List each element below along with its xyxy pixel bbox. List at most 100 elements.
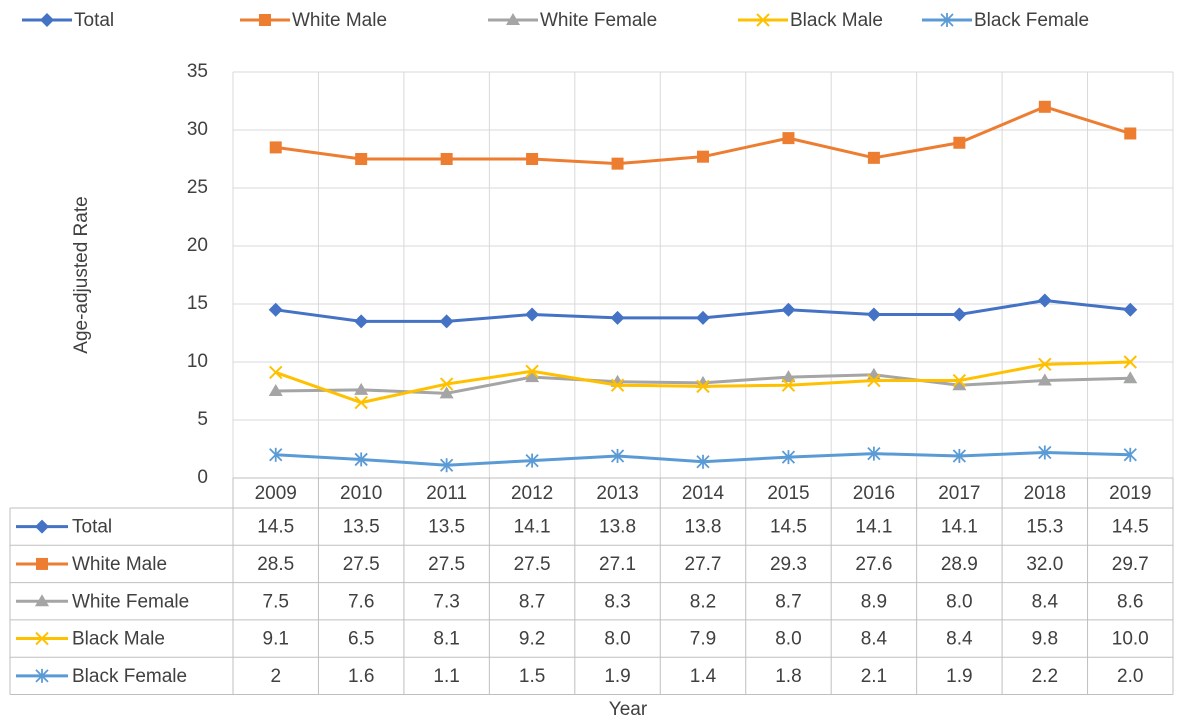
marker: [610, 448, 625, 463]
table-row-label: Black Female: [72, 666, 187, 687]
table-cell: 2: [270, 666, 281, 687]
marker: [781, 378, 796, 392]
marker: [525, 453, 539, 468]
marker: [269, 141, 282, 154]
marker-shape: [781, 302, 796, 317]
marker-shape: [35, 594, 49, 607]
table-cell: 2.0: [1117, 666, 1143, 687]
marker-shape: [354, 382, 369, 395]
y-tick-label: 25: [187, 177, 208, 198]
table-cell: 8.7: [519, 591, 545, 612]
legend-label: White Female: [540, 10, 657, 31]
table-row-label: White Male: [72, 554, 167, 575]
marker-shape: [867, 373, 881, 388]
marker-shape: [953, 136, 966, 149]
marker: [268, 302, 283, 317]
marker: [1123, 355, 1137, 369]
table-cell: 7.9: [690, 629, 716, 650]
marker-shape: [610, 378, 625, 392]
marker-shape: [696, 310, 710, 325]
x-tick-label: 2015: [767, 483, 809, 504]
legend-label: Total: [74, 10, 114, 31]
table-cell: 8.2: [690, 591, 716, 612]
marker-shape: [354, 314, 369, 329]
marker: [439, 314, 454, 329]
marker-shape: [1123, 302, 1138, 317]
marker: [952, 448, 967, 463]
y-tick-label: 35: [187, 61, 208, 82]
table-cell: 1.4: [690, 666, 717, 687]
legend-label: White Male: [292, 10, 387, 31]
table-cell: 2.2: [1032, 666, 1058, 687]
marker-shape: [610, 310, 625, 325]
y-tick-label: 15: [187, 293, 208, 314]
marker: [781, 370, 796, 383]
x-axis-label: Year: [609, 699, 648, 720]
table-cell: 15.3: [1026, 517, 1063, 538]
marker: [525, 370, 540, 383]
x-tick-label: 2017: [938, 483, 980, 504]
marker: [867, 151, 880, 164]
table-cell: 9.2: [519, 629, 545, 650]
marker-shape: [525, 364, 539, 378]
table-cell: 8.3: [604, 591, 630, 612]
table-cell: 27.5: [428, 554, 465, 575]
marker-shape: [268, 302, 283, 317]
marker: [782, 132, 795, 145]
x-tick-label: 2018: [1024, 483, 1066, 504]
marker: [866, 307, 881, 322]
marker: [1123, 371, 1138, 384]
table-cell: 13.8: [685, 517, 722, 538]
marker: [696, 310, 710, 325]
table-cell: 27.5: [514, 554, 551, 575]
legend-label: Black Male: [790, 10, 883, 31]
marker: [525, 307, 540, 322]
table-row-label: Black Male: [72, 629, 165, 650]
y-axis-label: Age-adjusted Rate: [71, 196, 92, 353]
marker-shape: [439, 377, 454, 391]
marker: [1037, 293, 1052, 308]
table-row-label: Total: [72, 517, 112, 538]
marker-shape: [781, 378, 796, 392]
marker: [354, 452, 368, 467]
marker: [952, 378, 967, 391]
marker-shape: [526, 153, 539, 165]
marker-shape: [35, 519, 49, 534]
table-cell: 14.1: [941, 517, 978, 538]
table-cell: 8.0: [604, 629, 630, 650]
marker-shape: [697, 150, 709, 163]
marker-shape: [781, 370, 796, 383]
marker-shape: [1123, 371, 1138, 384]
table-cell: 27.7: [685, 554, 722, 575]
marker: [354, 382, 369, 395]
y-tick-label: 30: [187, 119, 208, 140]
marker-shape: [866, 307, 881, 322]
table-cell: 14.1: [855, 517, 892, 538]
table-cell: 1.1: [433, 666, 459, 687]
x-tick-label: 2014: [682, 483, 725, 504]
marker-shape: [268, 384, 283, 396]
table-cell: 9.8: [1032, 629, 1058, 650]
marker: [259, 14, 271, 26]
table-cell: 8.7: [775, 591, 801, 612]
table-cell: 7.5: [263, 591, 289, 612]
table-cell: 9.1: [263, 629, 289, 650]
table-cell: 28.9: [941, 554, 978, 575]
table-cell: 8.6: [1117, 591, 1143, 612]
table-cell: 8.0: [775, 629, 801, 650]
x-tick-label: 2013: [596, 483, 638, 504]
marker-shape: [354, 395, 368, 410]
y-tick-label: 5: [197, 409, 208, 430]
marker: [354, 314, 369, 329]
y-tick-label: 10: [187, 351, 208, 372]
marker: [953, 136, 966, 149]
marker: [40, 13, 54, 27]
marker: [439, 458, 454, 473]
marker-shape: [1123, 355, 1137, 369]
marker: [506, 13, 520, 25]
table-cell: 7.3: [433, 591, 459, 612]
marker-shape: [696, 379, 710, 394]
marker-shape: [1038, 100, 1051, 113]
marker-shape: [525, 370, 540, 383]
